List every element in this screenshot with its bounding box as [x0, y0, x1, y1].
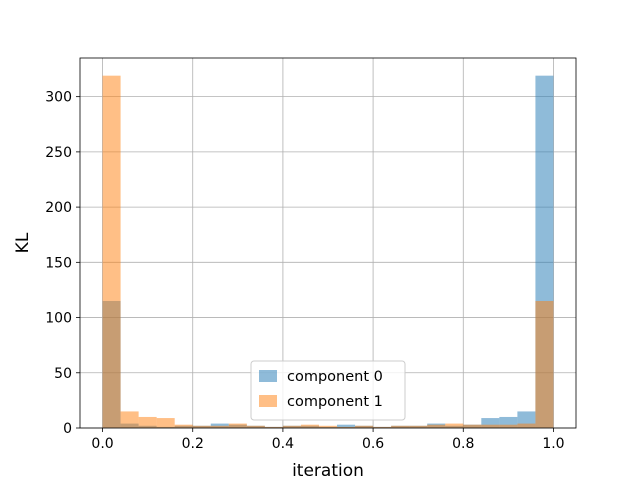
- series-1: [102, 75, 554, 429]
- x-tick-label: 0.6: [362, 436, 384, 452]
- x-axis: 0.0 0.2 0.4 0.6 0.8 1.0: [91, 428, 565, 452]
- x-tick-label: 0.4: [272, 436, 294, 452]
- bar: [445, 423, 464, 428]
- legend-swatch: [259, 395, 277, 407]
- bar: [318, 425, 338, 428]
- bar: [300, 424, 319, 428]
- bar: [355, 425, 374, 428]
- bar: [373, 426, 392, 428]
- y-tick-label: 200: [45, 200, 72, 216]
- bar: [481, 418, 500, 428]
- bar: [174, 424, 193, 428]
- plot-frame: [79, 57, 577, 429]
- legend-swatch: [259, 370, 277, 382]
- bar: [391, 425, 410, 428]
- bar: [463, 424, 482, 428]
- bar: [264, 426, 283, 428]
- y-tick-label: 100: [45, 311, 72, 327]
- bar: [228, 423, 247, 428]
- y-tick-label: 300: [45, 90, 72, 106]
- bar: [246, 425, 265, 428]
- x-tick-label: 0.2: [182, 436, 204, 452]
- bar: [427, 424, 446, 428]
- bar: [409, 425, 428, 428]
- y-tick-label: 50: [54, 366, 72, 382]
- bars: [102, 75, 554, 429]
- y-axis: 0 50 100 150 200 250 300: [45, 90, 80, 437]
- y-tick-label: 150: [45, 255, 72, 271]
- x-tick-label: 0.8: [452, 436, 474, 452]
- x-tick-label: 1.0: [542, 436, 564, 452]
- legend-label: component 1: [287, 394, 383, 410]
- bar: [282, 425, 301, 428]
- bar: [120, 411, 139, 428]
- x-axis-label: iteration: [292, 461, 364, 480]
- legend: component 0 component 1: [250, 360, 406, 421]
- bar: [535, 300, 554, 428]
- bar: [156, 418, 175, 428]
- bar: [517, 423, 536, 428]
- bar: [102, 75, 121, 429]
- bar: [499, 416, 518, 428]
- legend-box: [250, 360, 406, 421]
- x-tick-label: 0.0: [91, 436, 113, 452]
- legend-label: component 0: [287, 369, 383, 385]
- bar: [481, 424, 500, 428]
- bar: [138, 416, 157, 428]
- bar: [192, 425, 211, 428]
- bar: [499, 424, 518, 428]
- bar: [210, 425, 229, 428]
- y-tick-label: 0: [63, 421, 72, 437]
- bar: [337, 424, 356, 428]
- y-tick-label: 250: [45, 145, 72, 161]
- y-axis-label: KL: [13, 232, 33, 253]
- bar: [337, 426, 356, 428]
